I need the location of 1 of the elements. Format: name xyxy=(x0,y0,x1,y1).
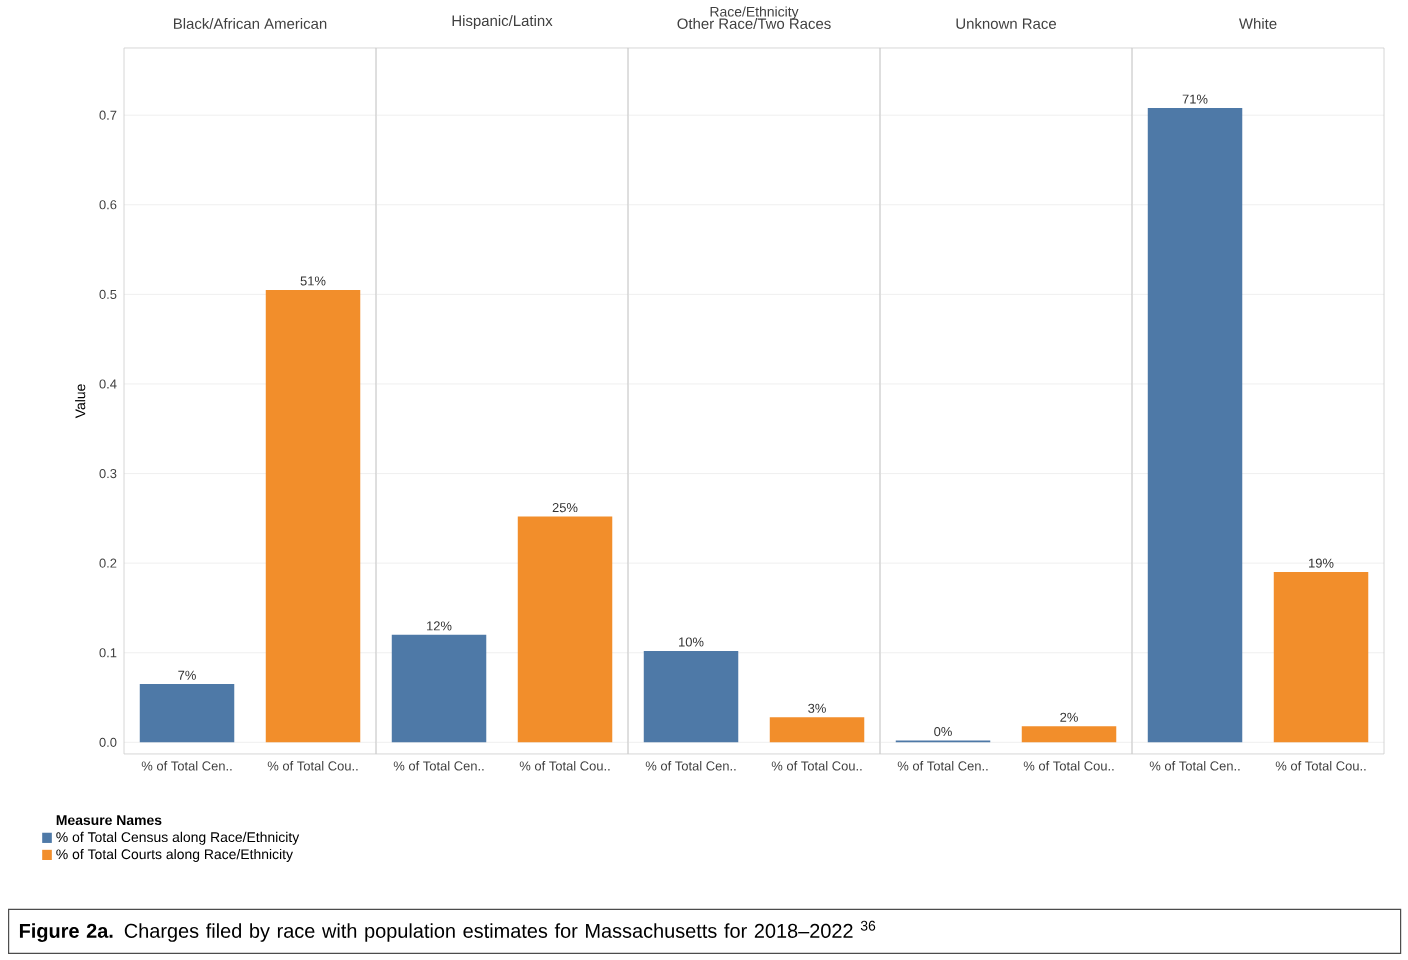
text: Figure 2a. Charges filed by race with population estimates for Massachusetts for 2018–2022 $^{36}$ xyxy=(19,920,876,942)
